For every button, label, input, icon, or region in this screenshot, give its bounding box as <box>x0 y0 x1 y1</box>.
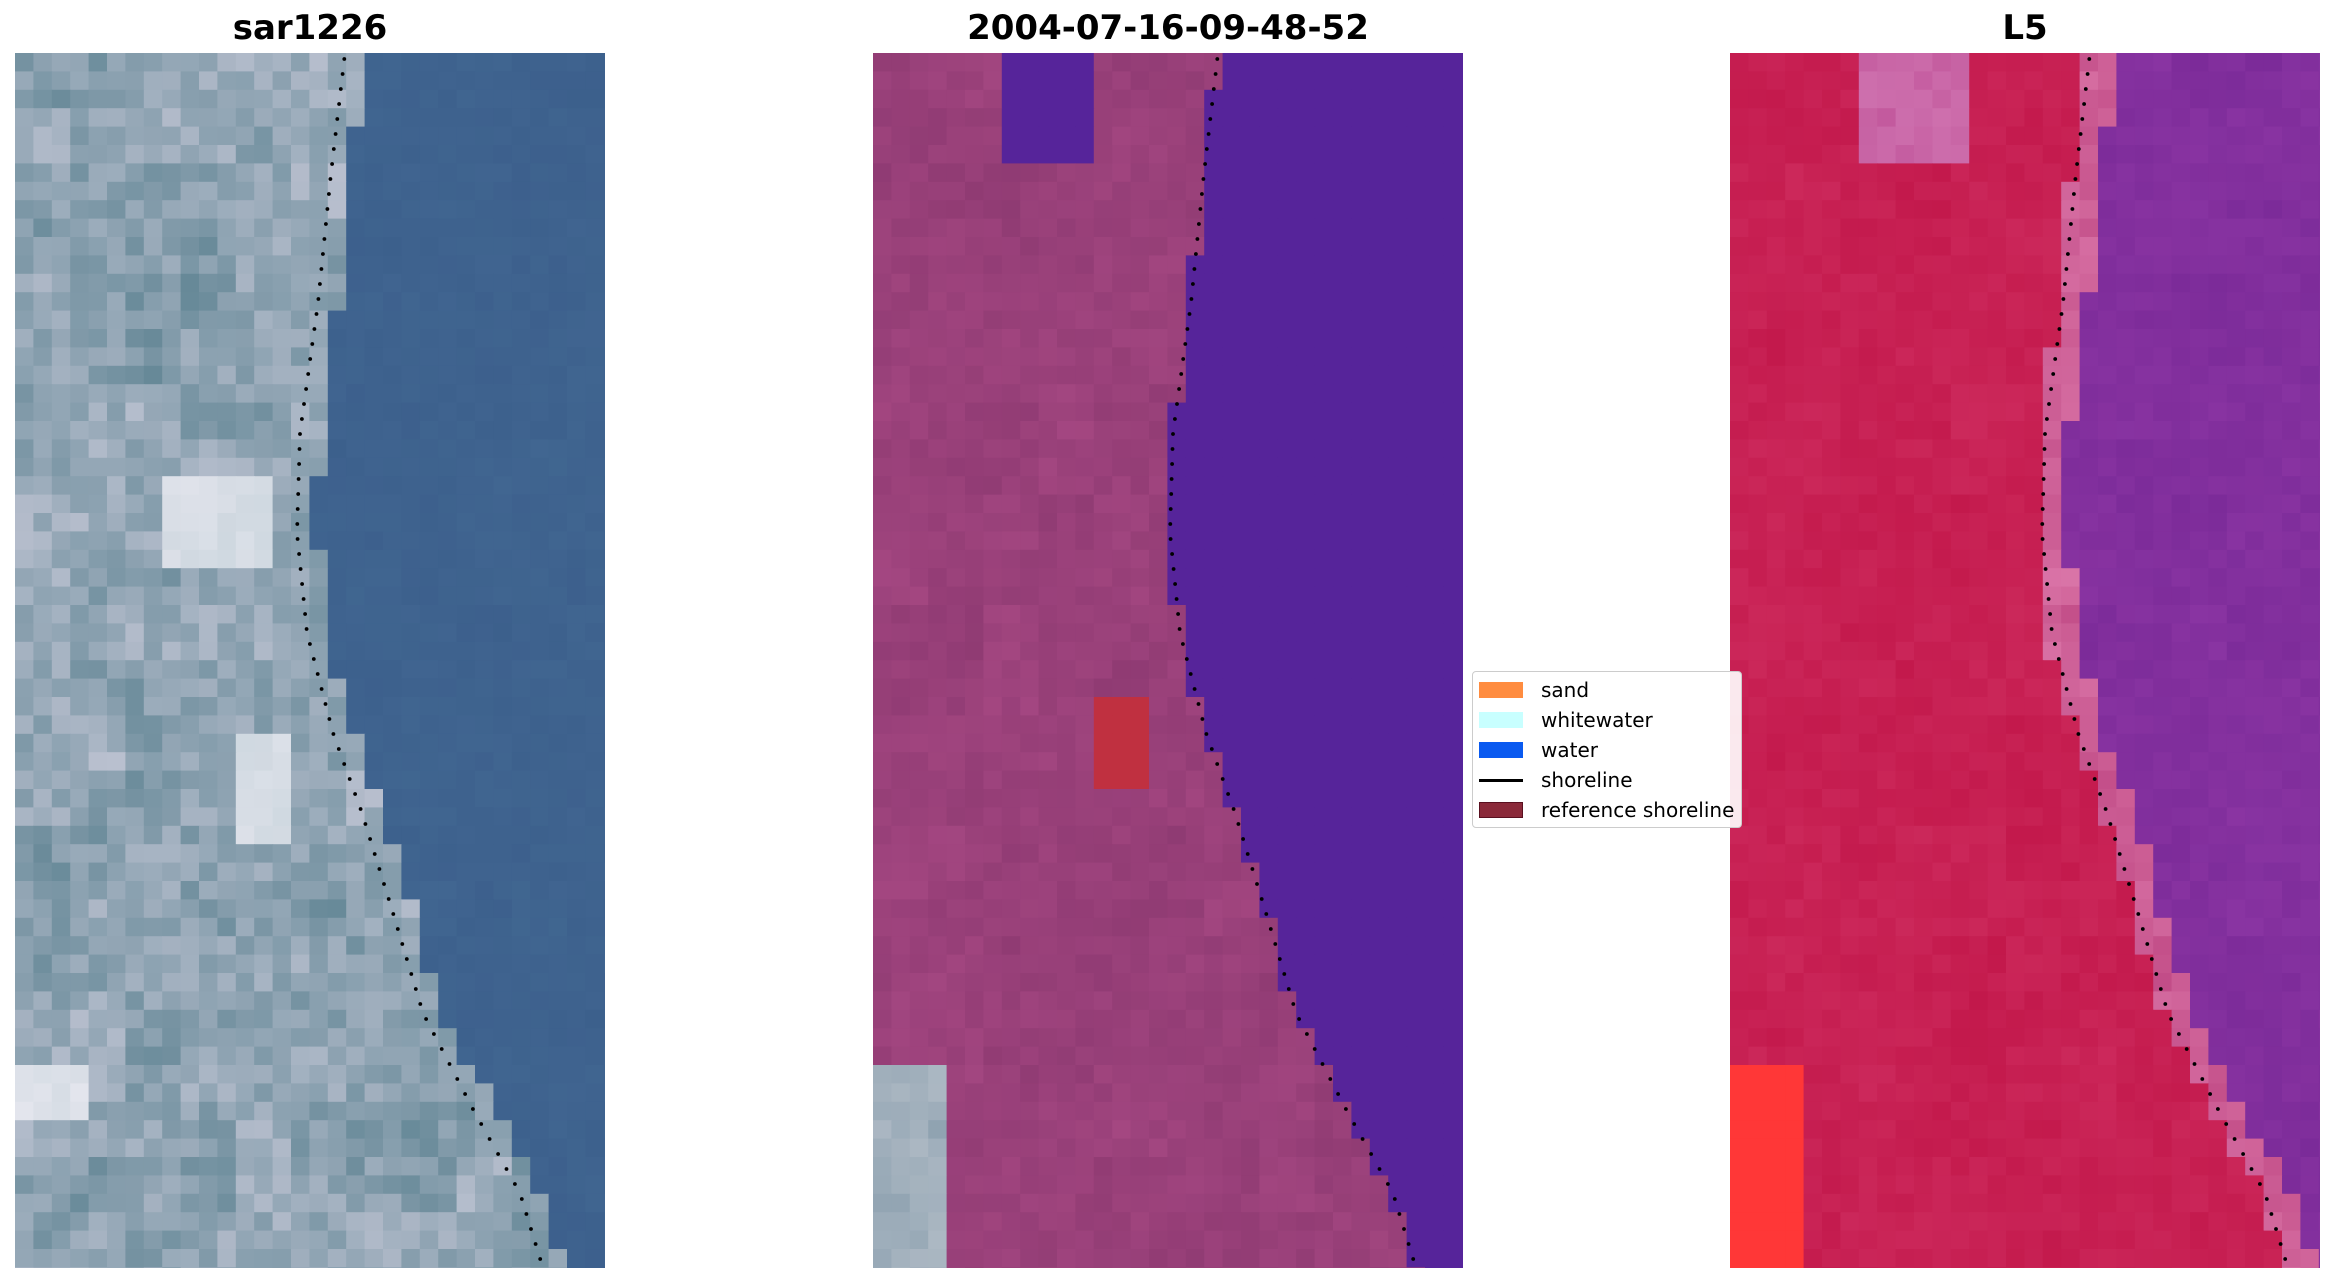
legend-label-water: water <box>1541 738 1598 762</box>
panel-title-classified: 2004-07-16-09-48-52 <box>967 8 1369 48</box>
classified-image-panel <box>873 53 1463 1268</box>
panel-title-rgb: sar1226 <box>232 8 388 48</box>
legend: sand whitewater water shoreline referenc… <box>1472 671 1742 828</box>
shoreline-dots <box>1168 57 1416 1261</box>
legend-label-shoreline: shoreline <box>1541 768 1633 792</box>
panel-title-falsecolor: L5 <box>2002 8 2048 48</box>
shoreline-dots <box>295 57 543 1261</box>
falsecolor-image <box>1730 53 2320 1268</box>
legend-swatch-whitewater <box>1479 712 1523 728</box>
legend-swatch-water <box>1479 742 1523 758</box>
classified-image <box>873 53 1463 1268</box>
legend-swatch-reference-shoreline <box>1479 802 1523 818</box>
shoreline-dots <box>2040 57 2288 1261</box>
rgb-image-panel <box>15 53 605 1268</box>
rgb-image <box>15 53 605 1268</box>
legend-label-reference-shoreline: reference shoreline <box>1541 798 1735 822</box>
legend-swatch-sand <box>1479 682 1523 698</box>
legend-label-whitewater: whitewater <box>1541 708 1653 732</box>
legend-line-shoreline <box>1479 779 1523 782</box>
legend-label-sand: sand <box>1541 678 1590 702</box>
falsecolor-image-panel <box>1730 53 2320 1268</box>
